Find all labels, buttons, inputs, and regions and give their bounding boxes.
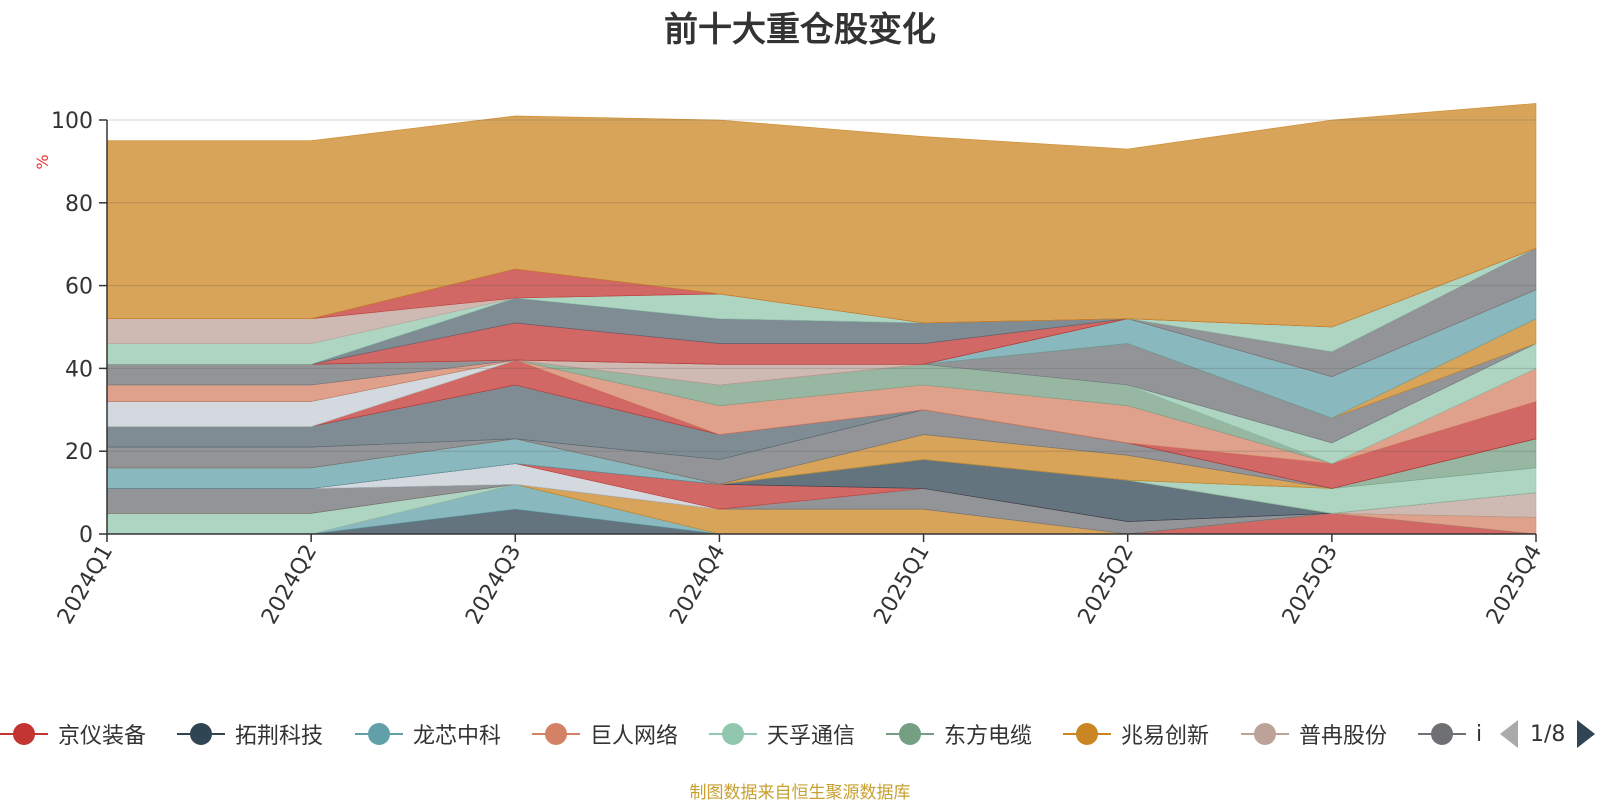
x-tick-label-7: 2025Q4	[1482, 541, 1547, 629]
area-layer	[106, 103, 1537, 535]
legend-marker-icon	[709, 720, 757, 748]
legend-marker-icon	[177, 720, 225, 748]
pager-next-icon[interactable]	[1577, 720, 1596, 748]
pager-prev-icon[interactable]	[1500, 720, 1518, 748]
legend-label: 龙芯中科	[413, 724, 502, 749]
legend: 京仪装备 拓荆科技 龙芯中科 巨人网络 天孚通信 东方电缆 兆易创新 普冉股份 i	[0, 714, 1560, 754]
area-series-37	[106, 103, 1537, 328]
legend-item-7[interactable]: 普冉股份	[1241, 714, 1387, 754]
legend-item-5[interactable]: 东方电缆	[886, 714, 1032, 754]
legend-label: 巨人网络	[590, 724, 679, 749]
legend-item-2[interactable]: 龙芯中科	[355, 714, 501, 754]
legend-marker-icon	[1063, 720, 1111, 748]
legend-pager: 1/8	[1500, 716, 1596, 752]
x-tick-label-5: 2025Q2	[1074, 541, 1139, 629]
legend-item-3[interactable]: 巨人网络	[532, 714, 678, 754]
y-tick-label-2: 40	[65, 357, 93, 382]
y-tick-label-0: 0	[79, 523, 93, 548]
legend-item-1[interactable]: 拓荆科技	[177, 714, 323, 754]
y-tick-label-3: 60	[65, 275, 93, 300]
legend-item-8[interactable]: i	[1418, 714, 1482, 754]
legend-marker-icon	[532, 720, 580, 748]
legend-label: 东方电缆	[944, 724, 1033, 749]
legend-marker-icon	[1241, 720, 1289, 748]
legend-label: 京仪装备	[58, 724, 147, 749]
legend-label: 普冉股份	[1299, 724, 1388, 749]
y-axis-unit: %	[33, 154, 52, 169]
legend-label: i	[1476, 721, 1483, 747]
x-tick-label-2: 2024Q3	[461, 541, 526, 629]
legend-item-6[interactable]: 兆易创新	[1063, 714, 1209, 754]
legend-label: 天孚通信	[767, 724, 856, 749]
x-tick-label-6: 2025Q3	[1278, 541, 1343, 629]
legend-label: 兆易创新	[1121, 724, 1210, 749]
legend-marker-icon	[0, 720, 48, 748]
x-tick-label-4: 2025Q1	[869, 541, 934, 629]
legend-marker-icon	[886, 720, 934, 748]
x-tick-label-3: 2024Q4	[665, 541, 730, 629]
legend-label: 拓荆科技	[235, 724, 324, 749]
pager-text: 1/8	[1530, 721, 1566, 747]
legend-item-4[interactable]: 天孚通信	[709, 714, 855, 754]
legend-marker-icon	[355, 720, 403, 748]
y-tick-label-1: 20	[65, 440, 93, 465]
legend-marker-icon	[1418, 720, 1466, 748]
x-tick-label-0: 2024Q1	[53, 541, 118, 629]
area-chart: 0 20 40 60 80 100 2024Q1 2024Q2 2024Q3 2024Q4 2025…	[33, 103, 1547, 629]
y-tick-label-4: 80	[65, 192, 93, 217]
chart-title: 前十大重仓股变化	[664, 10, 936, 50]
y-tick-label-5: 100	[51, 109, 93, 134]
source-note: 制图数据来自恒生聚源数据库	[689, 783, 911, 803]
x-tick-label-1: 2024Q2	[257, 541, 322, 629]
legend-item-0[interactable]: 京仪装备	[0, 714, 146, 754]
